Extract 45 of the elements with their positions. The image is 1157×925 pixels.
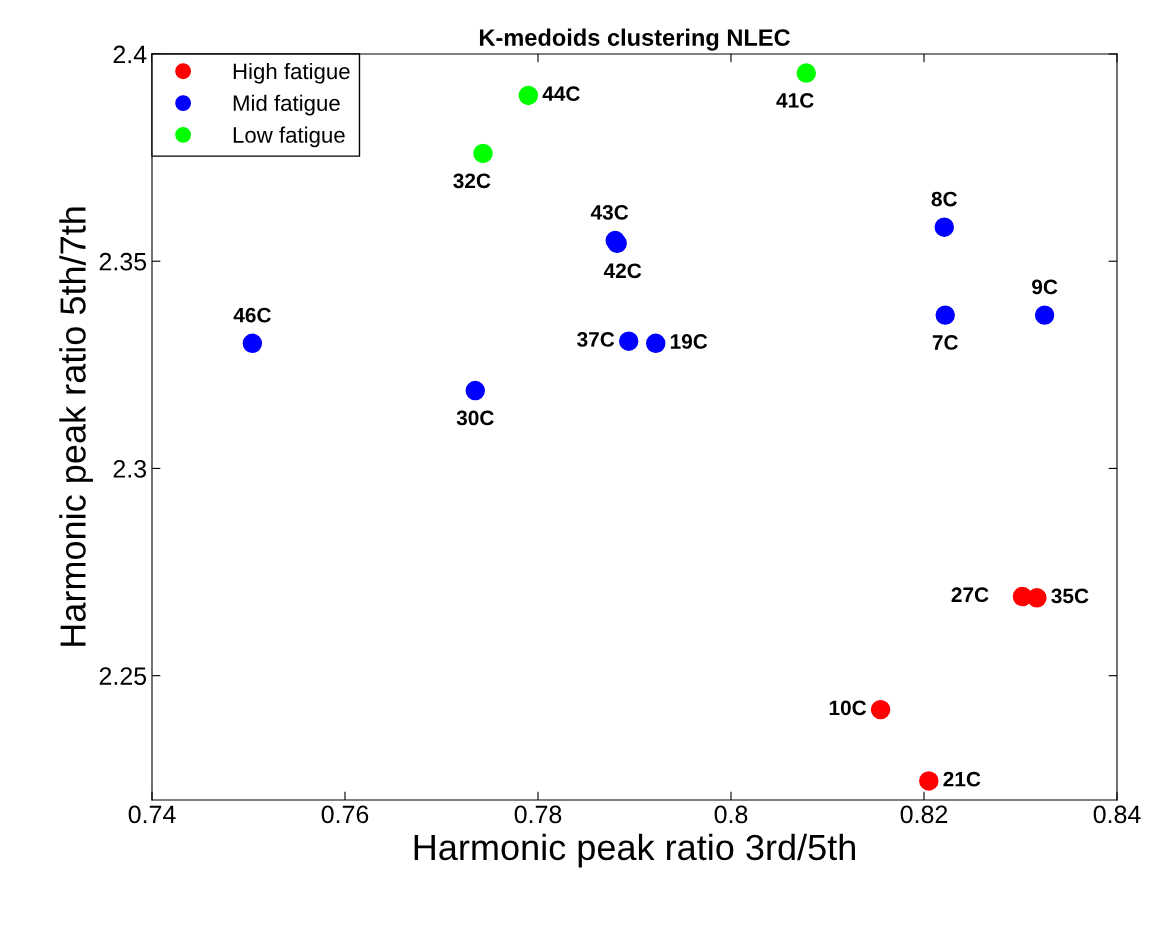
point bbox=[242, 333, 263, 354]
annotation: 41C bbox=[776, 93, 814, 108]
point bbox=[919, 771, 939, 791]
annotation: 19C bbox=[670, 334, 708, 349]
x-tick-label: 0.82 bbox=[900, 805, 948, 824]
annotation: 35C bbox=[1051, 588, 1089, 604]
annotation: 21C bbox=[943, 771, 981, 787]
point bbox=[518, 85, 539, 106]
chart-title: K-medoids clustering NLEC bbox=[479, 28, 790, 51]
point bbox=[796, 63, 816, 83]
annotation: 27C bbox=[951, 587, 989, 603]
point bbox=[870, 699, 891, 720]
point bbox=[934, 217, 954, 237]
legend-label: High fatigue bbox=[233, 62, 350, 84]
x-tick-label: 0.78 bbox=[514, 805, 562, 824]
point bbox=[935, 305, 955, 325]
annotation: 46C bbox=[233, 307, 271, 323]
legend-label: Low fatigue bbox=[233, 126, 345, 148]
x-axis-title: Harmonic peak ratio 3rd/5th bbox=[414, 833, 855, 868]
annotation: 30C bbox=[456, 410, 494, 426]
x-tick-label: 0.74 bbox=[128, 805, 176, 824]
annotation: 44C bbox=[542, 86, 580, 102]
annotation: 43C bbox=[590, 204, 629, 220]
y-tick-label: 2.3 bbox=[113, 460, 147, 478]
x-tick-label: 0.8 bbox=[714, 805, 748, 824]
x-tick-label: 0.84 bbox=[1093, 805, 1141, 824]
annotation: 37C bbox=[577, 332, 615, 347]
annotation: 10C bbox=[829, 700, 867, 716]
annotation: 7C bbox=[932, 335, 958, 350]
y-tick-label: 2.4 bbox=[113, 45, 147, 64]
y-tick-label: 2.25 bbox=[99, 667, 147, 685]
y-axis-title: Harmonic peak ratio 5th/7th bbox=[59, 207, 93, 646]
x-tick-label: 0.76 bbox=[321, 805, 369, 824]
annotation: 8C bbox=[931, 191, 958, 207]
annotation: 32C bbox=[453, 173, 491, 189]
legend-label: Mid fatigue bbox=[233, 94, 340, 116]
point bbox=[473, 143, 493, 164]
point bbox=[618, 331, 639, 351]
point bbox=[465, 380, 485, 401]
point bbox=[1034, 305, 1055, 325]
point bbox=[646, 333, 666, 354]
point bbox=[1027, 588, 1047, 608]
y-tick-label: 2.35 bbox=[99, 252, 147, 271]
annotation: 9C bbox=[1032, 279, 1058, 295]
annotation: 42C bbox=[603, 263, 642, 279]
